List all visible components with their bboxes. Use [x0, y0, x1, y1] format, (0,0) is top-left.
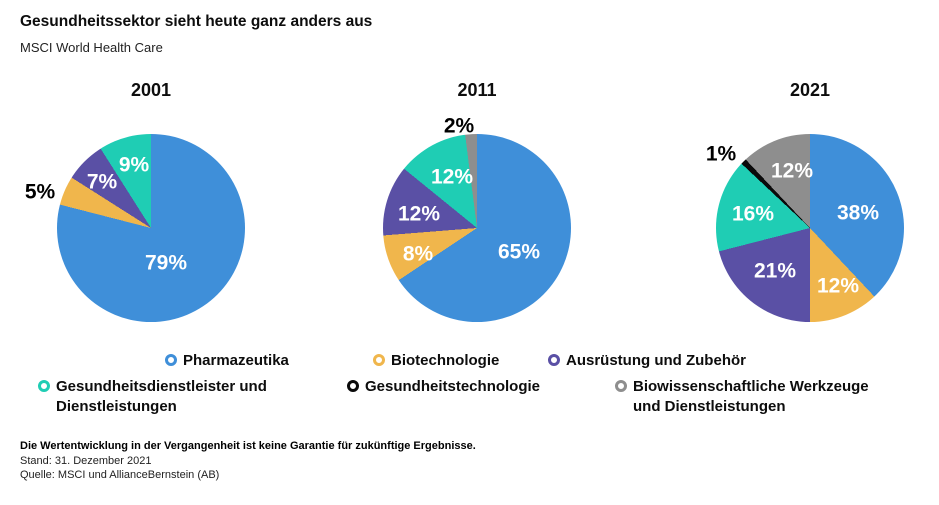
legend-label: Biowissenschaftliche Werkzeuge und Diens…: [633, 378, 869, 415]
legend-ring-icon: [347, 380, 359, 392]
pie-year-label: 2021: [789, 80, 831, 100]
pie-slice-label: 7%: [86, 170, 118, 194]
page-subtitle: MSCI World Health Care: [20, 40, 163, 55]
footer: Die Wertentwicklung in der Vergangenheit…: [20, 439, 476, 482]
legend-item-pharmazeutika: Pharmazeutika: [165, 351, 289, 371]
legend-ring-icon: [165, 354, 177, 366]
pie-slice-label: 12%: [770, 159, 814, 183]
pie-slice-label: 2%: [443, 114, 475, 138]
pie-slice-label: 12%: [397, 202, 441, 226]
legend-ring-icon: [373, 354, 385, 366]
pie-group-2011: 2011 65% 8% 12% 12% 2%: [363, 78, 591, 330]
pie-slice-label: 16%: [731, 202, 775, 226]
pie-slice-label: 21%: [753, 259, 797, 283]
pie-slice-label: 5%: [24, 180, 56, 204]
pie-chart: [383, 134, 571, 322]
pie-chart: [716, 134, 904, 322]
pie-group-2021: 2021 38% 12% 21% 16% 1% 12%: [696, 78, 924, 330]
legend-ring-icon: [615, 380, 627, 392]
legend-label: Gesundheitsdienstleister und Dienstleist…: [56, 378, 267, 415]
pie-slice-label: 65%: [497, 240, 541, 264]
legend-label: Biotechnologie: [391, 352, 500, 369]
pie-group-2001: 2001 79% 5% 7% 9%: [25, 78, 265, 330]
legend-item-ausruestung: Ausrüstung und Zubehör: [548, 351, 746, 371]
page-title: Gesundheitssektor sieht heute ganz ander…: [20, 13, 373, 30]
legend-item-biotechnologie: Biotechnologie: [373, 351, 499, 371]
footer-as-of-date: Stand: 31. Dezember 2021: [20, 455, 152, 467]
legend-ring-icon: [548, 354, 560, 366]
pie-slice-label: 1%: [705, 142, 737, 166]
footer-source: Quelle: MSCI und AllianceBernstein (AB): [20, 469, 220, 481]
footer-disclaimer: Die Wertentwicklung in der Vergangenheit…: [20, 440, 476, 452]
legend-ring-icon: [38, 380, 50, 392]
pie-slice-label: 38%: [836, 201, 880, 225]
legend-item-gesundheitsdienstleister: Gesundheitsdienstleister und Dienstleist…: [38, 377, 306, 417]
pie-slice-label: 12%: [430, 165, 474, 189]
legend-label: Gesundheitstechnologie: [365, 378, 541, 395]
pie-slice-label: 79%: [144, 251, 188, 275]
legend-label: Ausrüstung und Zubehör: [566, 352, 746, 369]
legend-item-gesundheitstechnologie: Gesundheitstechnologie: [347, 377, 540, 397]
pie-slice-label: 8%: [402, 242, 434, 266]
legend-item-biowissenschaftliche: Biowissenschaftliche Werkzeuge und Diens…: [615, 377, 898, 417]
pie-chart: [57, 134, 245, 322]
pie-year-label: 2011: [457, 80, 497, 100]
pie-slice-label: 12%: [816, 274, 860, 298]
legend-label: Pharmazeutika: [183, 352, 289, 369]
pie-slice-label: 9%: [118, 153, 150, 177]
pie-year-label: 2001: [130, 80, 172, 100]
